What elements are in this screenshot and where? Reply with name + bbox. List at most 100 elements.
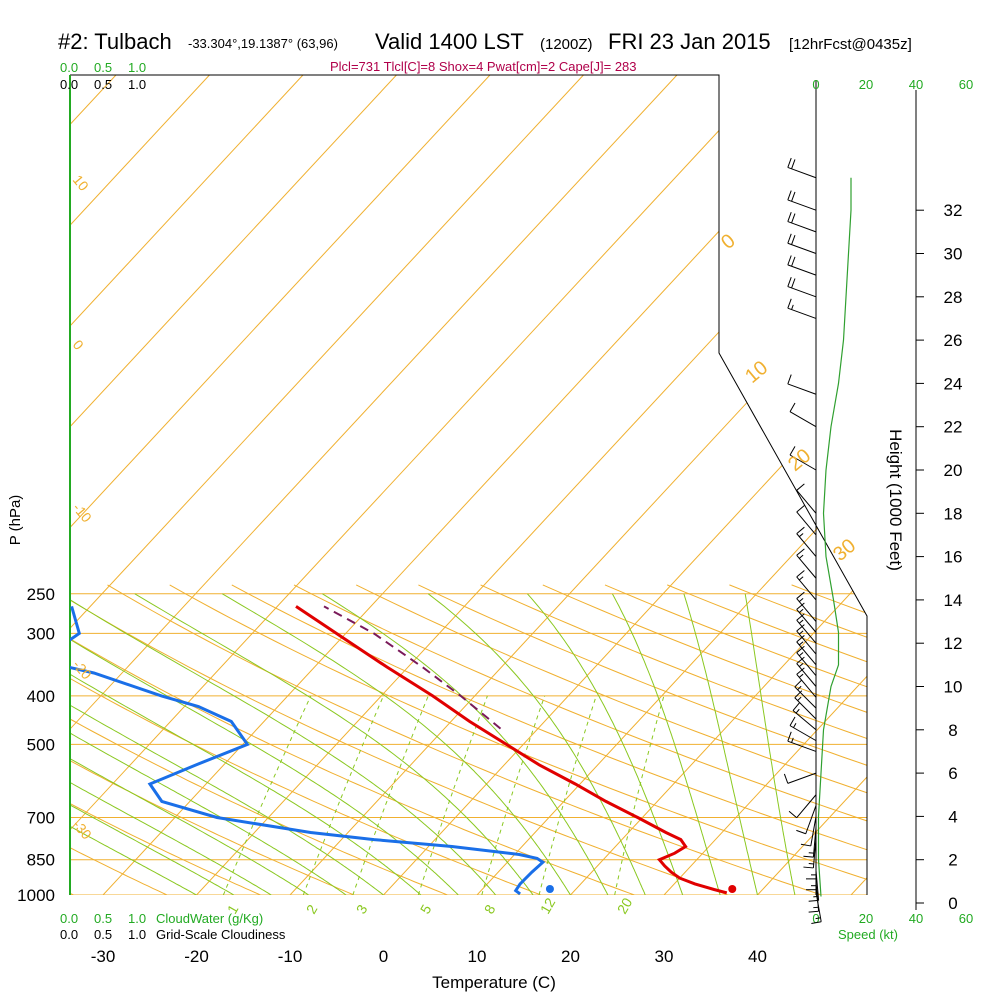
wind-barb-flag [791,213,796,224]
cloudiness-label: Grid-Scale Cloudiness [156,927,286,942]
temp-tick-label: 30 [655,947,674,966]
speed-tick-top: 0 [812,77,819,92]
pressure-tick-label-850: 850 [27,851,55,870]
wind-barb-flag [787,190,792,201]
wind-barb-flag [791,159,796,170]
wind-barb [787,190,817,211]
wind-barb [783,772,817,784]
wind-barb-flag [791,191,796,202]
temperature-profile-line [295,605,728,895]
isotherm-line [70,75,397,895]
dry-adiabat-line [480,584,867,895]
temp-tick-label: -30 [91,947,116,966]
speed-tick-top: 60 [959,77,973,92]
cloud-scale-bottom2-2: 1.0 [128,927,146,942]
wind-barb-halfflag [798,598,804,603]
moist-adiabat-line [611,593,721,895]
wind-barb-flag [803,855,814,858]
mixing-ratio-label: 2 [303,902,321,917]
wind-barb-staff [796,794,817,819]
wind-barb-staff [789,411,817,428]
moist-adiabat-line [70,593,422,895]
cloud-scale-bottom2-0: 0.0 [60,927,78,942]
wind-barb-staff [792,710,817,731]
wind-barb-halfflag [798,662,804,667]
wind-barb [787,255,817,276]
isotherm-label: 10 [741,357,772,388]
wind-barb [794,690,817,720]
wind-barb-staff [794,697,817,720]
wind-barb-halfflag [798,630,804,635]
cloud-scale-bottom-0: 0.0 [60,911,78,926]
forecast-label: [12hrFcst@0435z] [789,36,912,53]
isotherm-line [289,75,867,895]
wind-barb-staff [805,805,817,834]
height-tick-label: 2 [948,851,957,870]
pressure-tick-label-700: 700 [27,809,55,828]
cloudwater-label: CloudWater (g/Kg) [156,911,263,926]
wind-barb-flag [796,656,805,664]
wind-barb-flag [796,591,805,599]
wind-barb-flag [787,157,792,168]
wind-barb [803,827,817,858]
wind-barb-staff [796,511,817,536]
dry-adiabat-label: 10 [70,172,92,194]
moist-adiabat-line [683,593,758,895]
height-tick-label: 28 [944,288,963,307]
wind-barb-staff [787,307,817,319]
wind-barb-staff [787,242,817,254]
isotherm-label: 0 [717,230,740,254]
wind-barb [796,656,817,687]
height-tick-label: 20 [944,461,963,480]
wind-barb-halfflag [798,652,804,657]
moist-adiabat-line [222,593,571,895]
isotherm-line [70,75,304,895]
height-tick-label: 32 [944,201,963,220]
wind-barb-flag [789,716,796,726]
cloud-scale-top: 0.0 0.5 1.0 0.0 0.5 1.0 [60,60,146,92]
wind-barb [789,402,817,428]
wind-barb [796,570,817,601]
pressure-tick-label-400: 400 [27,687,55,706]
mixing-ratio-label: 8 [481,902,499,917]
isotherm-line [70,75,678,895]
wind-barb [794,679,817,709]
wind-barb-halfflag [798,608,804,613]
wind-barb-staff [796,598,817,622]
height-tick-label: 18 [944,504,963,523]
wind-barb-staff [796,554,817,579]
mixing-ratio-line [481,695,546,895]
wind-barb [796,591,817,622]
dry-adiabat-label: -10 [70,500,95,526]
wind-barb-staff [794,686,817,709]
wind-barb-staff [789,725,817,742]
wind-barb-flag [803,866,814,869]
wind-barb-flag [794,679,803,688]
pressure-tick-label-300: 300 [27,624,55,643]
dry-adiabat-label: 0 [70,337,87,353]
isotherm-line [663,75,867,895]
wind-barb [789,446,817,471]
moist-adiabat-line [134,593,534,895]
y-axis-label: P (hPa) [7,495,24,546]
wind-barb [800,816,817,847]
wind-barb-staff [812,838,817,868]
cloud-scale-top2-0: 0.0 [60,77,78,92]
dry-adiabat-line [231,584,867,895]
wind-barb [787,233,817,254]
wind-barb-staff [796,619,817,644]
height-tick-label: 16 [944,548,963,567]
wind-barb-halfflag [798,673,804,678]
cloud-scale-top-2: 1.0 [128,60,146,75]
mixing-ratio-label: 20 [614,895,636,917]
cloud-scale-bottom2-1: 0.5 [94,927,112,942]
isotherm-line [102,75,865,895]
surface-temperature-marker [728,885,737,893]
wind-barb-flag [791,256,796,267]
wind-barb-staff [787,199,817,211]
wind-barb-staff [787,383,817,395]
dry-adiabat-line [916,585,1000,895]
height-tick-label: 4 [948,807,957,826]
speed-tick-bottom: 20 [859,911,873,926]
station-title: #2: Tulbach [58,29,172,54]
